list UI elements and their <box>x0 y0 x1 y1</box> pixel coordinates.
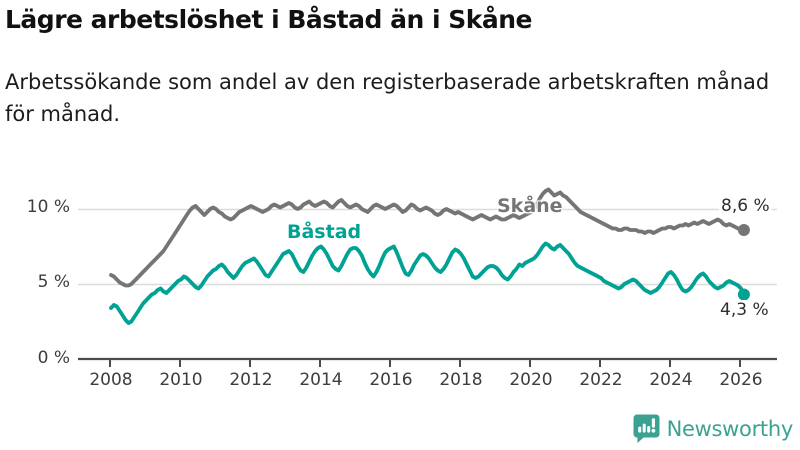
newsworthy-logo-icon <box>633 414 660 443</box>
chart-subtitle-line2: för månad. <box>5 102 121 126</box>
newsworthy-logo[interactable]: Newsworthy <box>633 414 793 443</box>
x-axis-label-2010: 2010 <box>159 370 203 390</box>
chart-title: Lägre arbetslöshet i Båstad än i Skåne <box>5 5 533 34</box>
end-value-label-skane: 8,6 % <box>719 196 772 216</box>
x-axis-label-2018: 2018 <box>439 370 483 390</box>
y-axis-label-0: 0 % <box>37 348 70 368</box>
newsworthy-logo-text: Newsworthy <box>666 416 794 441</box>
x-axis-label-2024: 2024 <box>649 370 693 390</box>
x-axis-label-2014: 2014 <box>299 370 343 390</box>
series-label-bastad: Båstad <box>287 221 362 243</box>
chart-subtitle-line1: Arbetssökande som andel av den registerb… <box>5 70 770 94</box>
x-axis-label-2026: 2026 <box>719 370 763 390</box>
x-axis-label-2022: 2022 <box>579 370 623 390</box>
series-label-skane: Skåne <box>497 195 563 217</box>
x-axis-label-2008: 2008 <box>89 370 133 390</box>
x-axis-label-2012: 2012 <box>229 370 273 390</box>
y-axis-label-5: 5 % <box>37 272 70 292</box>
end-value-label-bastad: 4,3 % <box>718 300 771 320</box>
x-axis-label-2016: 2016 <box>369 370 413 390</box>
y-axis-label-10: 10 % <box>26 197 70 217</box>
x-axis-label-2020: 2020 <box>509 370 553 390</box>
chart-subtitle: Arbetssökande som andel av den registerb… <box>5 66 769 130</box>
